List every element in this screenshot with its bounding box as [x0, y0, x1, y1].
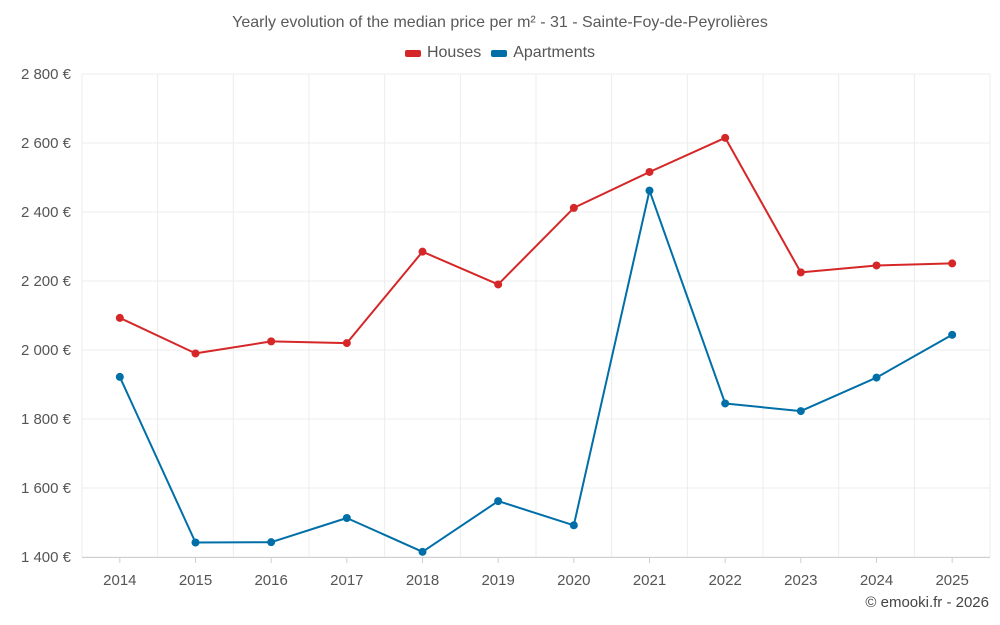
x-tick-label: 2023 — [784, 572, 817, 589]
y-tick-label: 1 800 € — [21, 411, 72, 428]
x-tick-label: 2016 — [254, 572, 287, 589]
data-point-houses — [569, 203, 578, 212]
y-tick-label: 2 800 € — [21, 66, 72, 83]
x-tick-label: 2018 — [406, 572, 439, 589]
data-point-houses — [872, 261, 881, 270]
data-point-houses — [721, 133, 730, 142]
data-point-houses — [342, 339, 351, 348]
chart-legend: Houses Apartments — [0, 44, 1000, 62]
x-tick-label: 2021 — [633, 572, 666, 589]
data-point-apartments — [872, 373, 881, 382]
x-tick-label: 2025 — [935, 572, 968, 589]
data-point-houses — [948, 259, 957, 268]
data-point-apartments — [494, 497, 503, 506]
data-point-apartments — [342, 514, 351, 523]
legend-swatch-houses — [404, 49, 421, 57]
data-point-houses — [645, 167, 654, 176]
chart-title: Yearly evolution of the median price per… — [232, 14, 768, 31]
y-tick-label: 2 400 € — [21, 204, 72, 221]
data-point-apartments — [645, 186, 654, 195]
x-tick-label: 2020 — [557, 572, 590, 589]
legend-label-apartments: Apartments — [513, 44, 596, 61]
data-point-apartments — [267, 538, 276, 547]
legend-item-houses[interactable]: Houses — [404, 44, 482, 62]
legend-item-apartments[interactable]: Apartments — [491, 44, 595, 62]
y-tick-label: 2 000 € — [21, 342, 72, 359]
legend-swatch-apartments — [491, 49, 508, 57]
data-point-apartments — [948, 330, 957, 339]
data-point-apartments — [796, 407, 805, 416]
x-tick-label: 2015 — [179, 572, 212, 589]
data-point-apartments — [191, 538, 200, 547]
y-tick-label: 2 600 € — [21, 135, 72, 152]
data-point-houses — [418, 247, 427, 256]
legend-label-houses: Houses — [426, 44, 482, 61]
y-tick-label: 1 400 € — [21, 549, 72, 566]
x-tick-label: 2024 — [860, 572, 893, 589]
data-point-apartments — [721, 399, 730, 408]
data-point-houses — [267, 337, 276, 346]
data-point-apartments — [418, 547, 427, 556]
series-line-apartments — [118, 189, 953, 553]
credit-footer: © emooki.fr - 2026 — [865, 594, 989, 611]
y-tick-label: 2 200 € — [21, 273, 72, 290]
x-tick-label: 2022 — [708, 572, 741, 589]
data-point-houses — [115, 313, 124, 322]
data-point-houses — [796, 268, 805, 277]
y-tick-label: 1 600 € — [21, 480, 72, 497]
x-tick-label: 2017 — [330, 572, 363, 589]
series-line-houses — [119, 136, 953, 355]
data-point-apartments — [569, 521, 578, 530]
x-tick-label: 2019 — [481, 572, 514, 589]
data-point-houses — [191, 349, 200, 358]
x-tick-label: 2014 — [103, 572, 136, 589]
data-point-houses — [494, 280, 503, 289]
data-point-apartments — [115, 372, 124, 381]
